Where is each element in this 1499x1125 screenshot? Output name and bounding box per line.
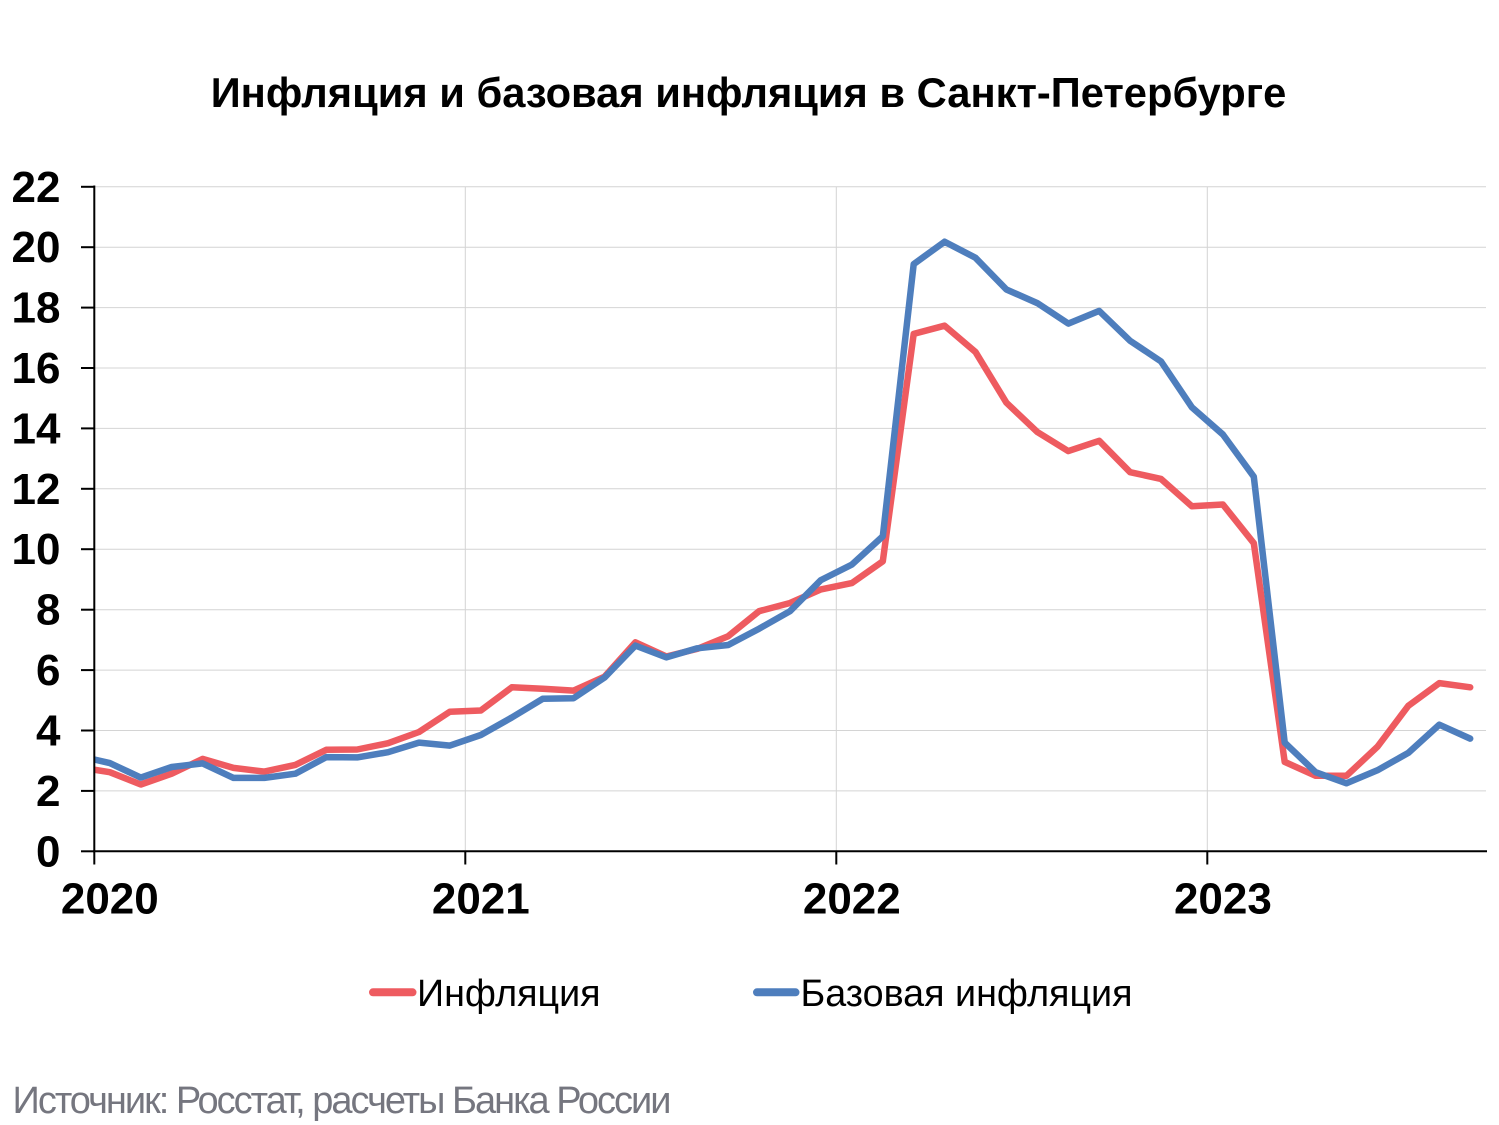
svg-text:4: 4 bbox=[36, 707, 61, 756]
svg-text:20: 20 bbox=[12, 223, 61, 272]
svg-text:2020: 2020 bbox=[61, 875, 159, 924]
svg-text:14: 14 bbox=[12, 404, 61, 453]
svg-text:8: 8 bbox=[36, 586, 60, 635]
svg-text:Инфляция: Инфляция bbox=[417, 972, 601, 1014]
svg-text:2022: 2022 bbox=[803, 875, 901, 924]
svg-text:Инфляция и базовая инфляция в: Инфляция и базовая инфляция в Санкт-Пете… bbox=[211, 69, 1287, 116]
svg-text:12: 12 bbox=[12, 465, 61, 514]
svg-text:6: 6 bbox=[36, 646, 60, 695]
svg-text:10: 10 bbox=[12, 525, 61, 574]
svg-text:2021: 2021 bbox=[432, 875, 530, 924]
svg-text:16: 16 bbox=[12, 344, 61, 393]
svg-text:22: 22 bbox=[12, 163, 61, 212]
svg-text:0: 0 bbox=[36, 827, 60, 876]
svg-text:18: 18 bbox=[12, 284, 61, 333]
svg-text:Источник: Росстат, расчеты Бан: Источник: Росстат, расчеты Банка России bbox=[13, 1080, 670, 1122]
svg-text:2: 2 bbox=[36, 767, 60, 816]
svg-text:2023: 2023 bbox=[1174, 875, 1272, 924]
svg-text:Базовая инфляция: Базовая инфляция bbox=[801, 972, 1133, 1014]
